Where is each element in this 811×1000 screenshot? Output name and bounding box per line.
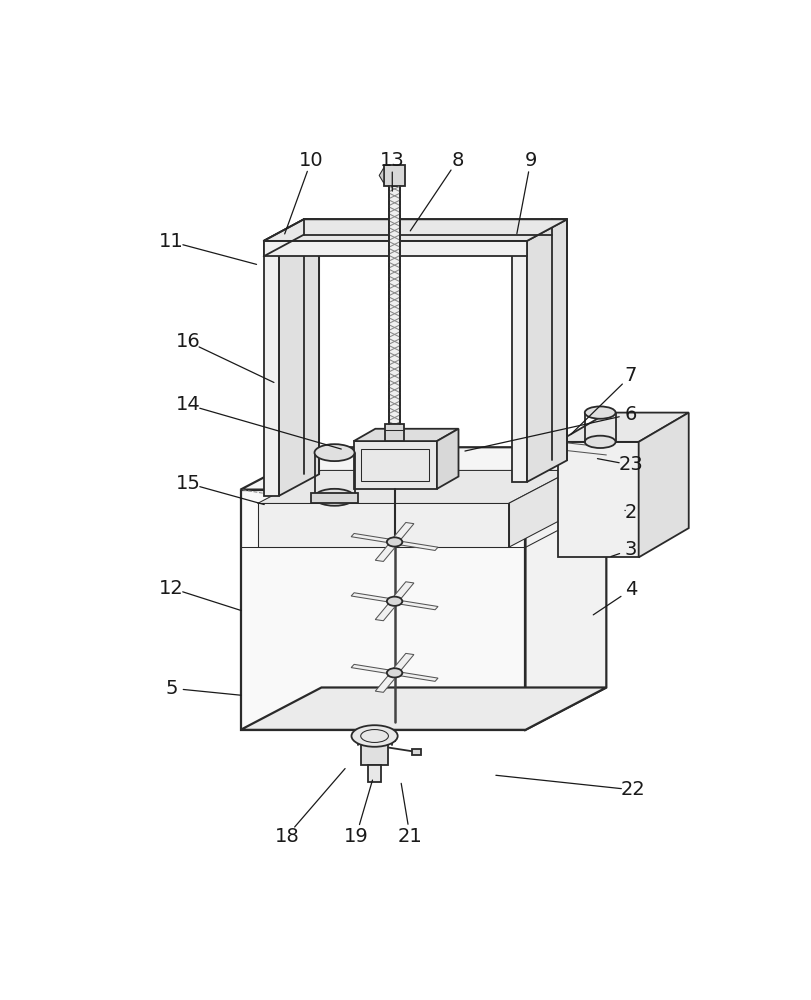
Text: 13: 13 <box>380 151 404 170</box>
Polygon shape <box>557 413 688 442</box>
Ellipse shape <box>584 436 615 448</box>
Bar <box>388 186 400 424</box>
Polygon shape <box>350 664 388 673</box>
Polygon shape <box>557 442 638 557</box>
Bar <box>311 493 358 503</box>
Text: 19: 19 <box>343 827 368 846</box>
Polygon shape <box>436 429 458 489</box>
Polygon shape <box>511 219 566 241</box>
Polygon shape <box>400 601 437 610</box>
Polygon shape <box>400 673 437 681</box>
Bar <box>384 165 405 186</box>
Text: 23: 23 <box>618 455 642 474</box>
Polygon shape <box>257 503 508 547</box>
Polygon shape <box>264 219 566 241</box>
Polygon shape <box>526 219 566 482</box>
Text: 8: 8 <box>451 151 463 170</box>
Polygon shape <box>240 687 606 730</box>
Polygon shape <box>350 593 388 602</box>
Polygon shape <box>638 413 688 557</box>
Text: 10: 10 <box>298 151 324 170</box>
Polygon shape <box>508 470 571 547</box>
Text: 21: 21 <box>397 827 422 846</box>
Polygon shape <box>240 490 525 730</box>
Ellipse shape <box>386 537 401 547</box>
Polygon shape <box>393 582 414 598</box>
Text: 22: 22 <box>620 780 645 799</box>
Ellipse shape <box>386 597 401 606</box>
Polygon shape <box>525 447 606 730</box>
Text: 9: 9 <box>524 151 536 170</box>
Polygon shape <box>279 219 319 496</box>
Polygon shape <box>350 533 388 542</box>
Text: 5: 5 <box>165 679 178 698</box>
Bar <box>264 241 279 496</box>
Bar <box>385 424 403 441</box>
Polygon shape <box>257 470 571 503</box>
Polygon shape <box>393 522 414 539</box>
Bar <box>264 241 526 256</box>
Text: 11: 11 <box>159 232 183 251</box>
Polygon shape <box>400 542 437 550</box>
Polygon shape <box>375 676 396 692</box>
Bar <box>361 449 429 481</box>
Text: 6: 6 <box>624 405 637 424</box>
Polygon shape <box>393 653 414 670</box>
Polygon shape <box>379 168 384 183</box>
Text: 2: 2 <box>624 503 637 522</box>
Ellipse shape <box>386 668 401 677</box>
Ellipse shape <box>351 725 397 747</box>
Bar <box>511 241 526 482</box>
Text: 12: 12 <box>159 579 183 598</box>
Ellipse shape <box>584 406 615 419</box>
Ellipse shape <box>314 444 354 461</box>
Polygon shape <box>264 219 319 241</box>
Text: 14: 14 <box>176 395 200 414</box>
Text: 7: 7 <box>624 366 637 385</box>
Text: 4: 4 <box>624 580 637 599</box>
Polygon shape <box>354 441 436 489</box>
Polygon shape <box>375 545 396 561</box>
Text: 18: 18 <box>274 827 298 846</box>
Ellipse shape <box>314 489 354 506</box>
Text: 15: 15 <box>175 474 200 493</box>
Bar <box>360 744 388 765</box>
Polygon shape <box>240 447 606 490</box>
Bar <box>368 765 380 782</box>
Text: 3: 3 <box>624 540 637 559</box>
Polygon shape <box>375 604 396 621</box>
Text: 16: 16 <box>176 332 200 351</box>
Bar <box>411 749 420 755</box>
Polygon shape <box>354 429 458 441</box>
